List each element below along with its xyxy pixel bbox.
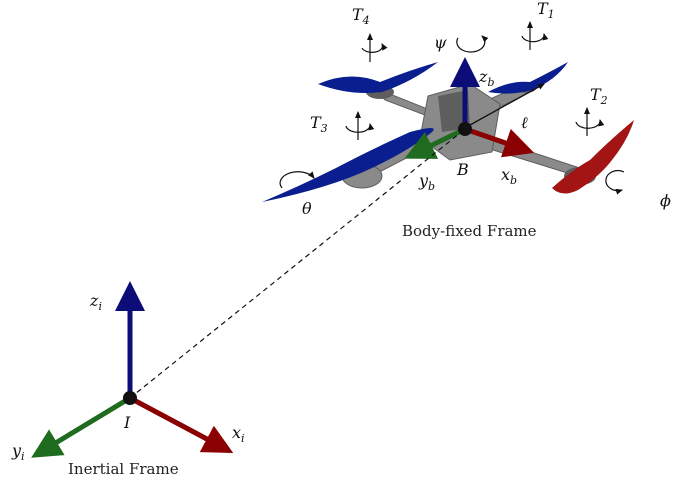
label-b: B	[456, 160, 469, 179]
phi-rotation-icon	[605, 170, 625, 195]
arm-length-arrow	[469, 83, 545, 126]
body-frame-axes	[404, 57, 545, 159]
label-t3: T3	[310, 113, 328, 135]
inertial-frame-caption: Inertial Frame	[68, 460, 179, 478]
position-vector-line	[129, 128, 466, 399]
label-zb: zb	[478, 67, 494, 89]
body-frame-caption: Body-fixed Frame	[402, 222, 537, 240]
t2-rotation-icon	[575, 107, 605, 136]
quadrotor-frame	[341, 83, 596, 189]
rotation-indicators	[279, 21, 625, 195]
inertial-y-axis	[31, 395, 132, 458]
t3-rotation-icon	[345, 111, 375, 140]
body-x-axis	[464, 126, 535, 158]
quadrotor	[262, 62, 634, 202]
propeller-4	[318, 62, 438, 93]
label-t2: T2	[590, 85, 608, 107]
t1-rotation-icon	[521, 21, 549, 50]
label-t1: T1	[537, 0, 555, 21]
label-phi: ϕ	[660, 191, 671, 210]
label-yi: yi	[11, 441, 25, 463]
label-i: I	[123, 413, 131, 432]
labels: T4 T1 T2 T3 ψ θ ϕ ℓ zb B yb xb zi I xi y…	[11, 0, 671, 478]
theta-rotation-icon	[279, 171, 315, 189]
propeller-1	[488, 62, 568, 94]
label-xi: xi	[232, 423, 245, 445]
propeller-3	[262, 128, 434, 202]
inertial-origin-point	[123, 391, 137, 405]
inertial-frame-axes	[31, 281, 234, 458]
label-theta: θ	[302, 199, 312, 218]
body-y-axis	[404, 126, 467, 159]
inertial-x-axis	[128, 395, 234, 454]
label-ell: ℓ	[521, 113, 528, 132]
label-t4: T4	[352, 5, 370, 27]
propeller-2	[552, 120, 634, 194]
label-zi: zi	[89, 291, 102, 313]
t4-rotation-icon	[361, 33, 388, 62]
label-yb: yb	[418, 171, 435, 193]
label-xb: xb	[501, 165, 517, 187]
psi-rotation-icon	[456, 35, 489, 53]
label-psi: ψ	[434, 33, 447, 52]
